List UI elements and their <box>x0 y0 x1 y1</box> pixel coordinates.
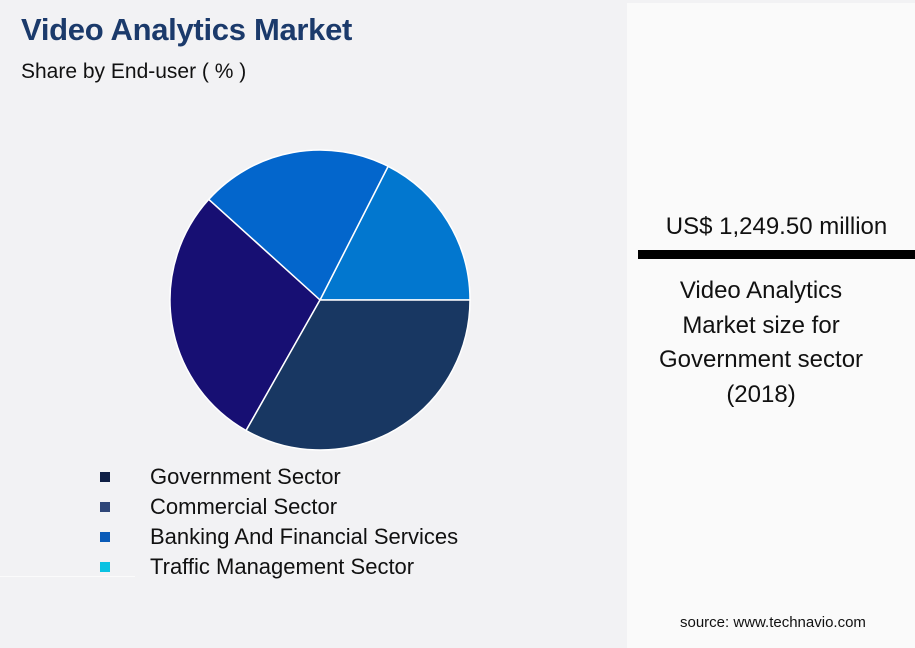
chart-title: Video Analytics Market <box>21 12 353 47</box>
pie-slices <box>169 149 471 451</box>
legend-label: Government Sector <box>150 464 341 489</box>
kpi-description: Video Analytics Market size for Governme… <box>638 274 884 412</box>
legend-swatch-icon <box>100 502 110 512</box>
legend-item-government: Government Sector <box>100 462 458 492</box>
legend-item-commercial: Commercial Sector <box>100 492 458 522</box>
legend: Government Sector Commercial Sector Bank… <box>100 462 458 582</box>
kpi-description-line: Video Analytics <box>679 277 843 304</box>
legend-label: Banking And Financial Services <box>150 524 459 549</box>
chart-subtitle: Share by End-user ( % ) <box>21 60 247 83</box>
kpi-divider <box>638 250 915 259</box>
pie-slice-government-sector <box>245 299 471 451</box>
legend-swatch-icon <box>100 562 110 572</box>
source-credit: source: www.technavio.com <box>680 614 866 631</box>
kpi-panel <box>627 3 915 648</box>
legend-item-traffic: Traffic Management Sector <box>100 552 458 582</box>
kpi-description-line: (2018) <box>726 380 796 408</box>
divider <box>0 576 135 577</box>
legend-label: Traffic Management Sector <box>150 554 415 579</box>
kpi-value: US$ 1,249.50 million <box>665 213 888 240</box>
legend-swatch-icon <box>100 532 110 542</box>
kpi-description-line: Government sector <box>658 346 864 373</box>
legend-item-banking: Banking And Financial Services <box>100 522 458 552</box>
legend-label: Commercial Sector <box>150 494 338 519</box>
pie-slice-traffic-management-sector <box>318 165 471 301</box>
kpi-description-line: Market size for <box>682 311 840 339</box>
legend-swatch-icon <box>100 472 110 482</box>
pie-chart <box>169 149 471 451</box>
pie-slice-banking-and-financial-services <box>207 149 390 302</box>
pie-slice-commercial-sector <box>169 198 321 432</box>
